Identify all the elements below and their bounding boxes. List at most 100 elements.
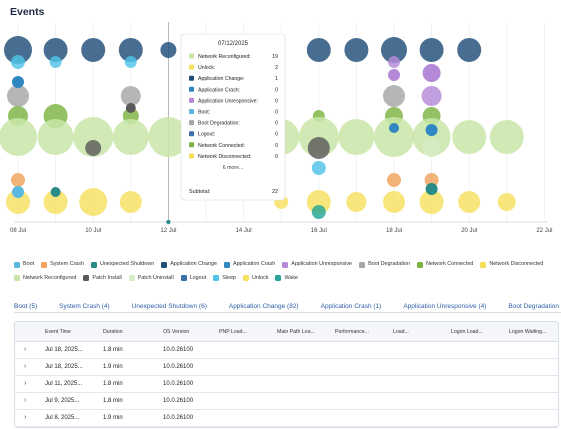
os-version-cell: 10.0.26100 [163,364,194,370]
expand-chevron-icon[interactable]: › [24,346,27,353]
bubble-application-unresponsive [422,64,441,82]
tab-application-unresponsive[interactable]: Application Unresponsive (4) [403,303,487,310]
column-header[interactable]: OS Version [163,329,190,335]
table-header: Event Time Duration OS Version PNP Load... M… [15,322,558,342]
legend-item-network-disconnected[interactable]: Network Disconnected [480,259,543,270]
bubble-system-crash [424,173,439,187]
tab-application-change[interactable]: Application Change (82) [228,303,299,310]
tooltip-swatch [189,142,194,148]
bubble-network-reconfigured [489,120,524,154]
events-bubble-chart[interactable]: 08 Jul 10 Jul 12 Jul 14 Jul 16 Jul 18 Jul 20 J… [0,0,561,245]
os-version-cell: 10.0.26100 [163,381,194,387]
legend-item-application-change[interactable]: Application Change [161,259,217,270]
event-time-cell: Jul 8, 2025... [45,415,80,421]
chart-legend: Boot System Crash Unexpected Shutdown Appli… [14,259,559,286]
legend-swatch [83,275,90,281]
table-row[interactable]: › Jul 18, 2025... 1.9 min 10.0.26100 [15,359,558,376]
legend-swatch [90,261,97,268]
expand-chevron-icon[interactable]: › [24,397,27,404]
tooltip-subtotal-label: Subtotal: [189,189,210,195]
column-header[interactable]: Event Time [45,329,71,335]
legend-item-patch-uninstall[interactable]: Patch Uninstall [128,273,174,284]
event-type-tabs: Boot (5) System Crash (4) Unexpected Shutd… [14,295,561,313]
hover-marker [166,219,171,225]
legend-item-network-reconfigured[interactable]: Network Reconfigured [14,273,76,284]
legend-item-wake[interactable]: Wake [275,273,298,284]
legend-item-boot[interactable]: Boot [14,259,34,270]
tooltip-value: 2 [275,65,278,71]
legend-item-system-crash[interactable]: System Crash [41,259,84,270]
tab-application-crash[interactable]: Application Crash (1) [320,303,382,310]
table-row[interactable]: › Jul 18, 2025... 1.8 min 10.0.26100 [15,342,558,359]
bubble-unlock [346,192,367,212]
legend-swatch [480,261,487,268]
bubble-sleep [11,55,25,69]
column-header[interactable]: Logon Waiting... [509,329,547,335]
legend-item-unlock[interactable]: Unlock [242,273,269,284]
legend-item-patch-install[interactable]: Patch Install [83,273,122,284]
x-tick-label: 10 Jul [85,228,101,234]
tab-system-crash[interactable]: System Crash (4) [59,303,110,310]
legend-label: Application Unresponsive [291,261,353,267]
table-row[interactable]: › Jul 9, 2025... 1.8 min 10.0.26100 [15,393,558,410]
tooltip-label: Logout: [198,132,215,138]
duration-cell: 1.8 min [103,347,123,353]
expand-chevron-icon[interactable]: › [24,363,27,370]
bubble-application-change [306,38,331,62]
bubble-boot-degradation [383,85,405,107]
legend-item-network-connected[interactable]: Network Connected [417,259,473,270]
legend-swatch [282,261,289,268]
tooltip-swatch [189,120,194,126]
legend-item-application-crash[interactable]: Application Crash [223,259,275,270]
legend-label: Boot [23,261,35,267]
tab-boot[interactable]: Boot (5) [14,299,37,312]
table-row[interactable]: › Jul 8, 2025... 1.9 min 10.0.26100 [15,410,558,427]
expand-chevron-icon[interactable]: › [24,380,27,387]
legend-item-boot-degradation[interactable]: Boot Degradation [359,259,410,270]
bubble-sleep [311,161,326,175]
bubble-application-unresponsive [421,86,442,106]
column-header[interactable]: PNP Load... [219,329,247,335]
x-tick-label: 16 Jul [311,228,327,234]
bubble-application-change [457,38,482,62]
column-header[interactable]: Logon Load... [451,329,483,335]
event-time-cell: Jul 18, 2025... [45,347,83,353]
x-tick-label: 14 Jul [236,228,252,234]
bubble-network-reconfigured [148,117,189,157]
bubble-application-change [81,38,106,62]
legend-label: Boot Degradation [368,261,411,267]
legend-item-logout[interactable]: Logout [180,273,206,284]
bubble-application-change [43,38,68,62]
bubble-application-unresponsive [388,56,400,68]
bubble-wake [311,205,326,219]
x-tick-label: 22 Jul [536,228,552,234]
x-tick-label: 20 Jul [461,228,477,234]
legend-swatch [223,261,230,268]
legend-item-unexpected-shutdown[interactable]: Unexpected Shutdown [90,259,154,270]
column-header[interactable]: Performance... [335,329,370,335]
legend-item-sleep[interactable]: Sleep [213,273,236,284]
legend-label: Wake [284,274,299,281]
table-row[interactable]: › Jul 11, 2025... 1.8 min 10.0.26100 [15,376,558,393]
bubble-patch-install [307,137,330,159]
bubble-sleep [124,56,137,68]
legend-item-application-unresponsive[interactable]: Application Unresponsive [282,259,352,270]
tab-unexpected-shutdown[interactable]: Unexpected Shutdown (6) [131,303,207,310]
legend-swatch [180,275,187,281]
os-version-cell: 10.0.26100 [163,398,194,404]
legend-label: Unlock [251,274,269,281]
column-header[interactable]: Duration [103,329,123,335]
bubble-unlock [497,193,516,211]
tooltip-label: Network Disconnected: [198,154,251,160]
tooltip-value: 0 [275,143,278,149]
bubble-unlock [458,191,481,213]
tooltip-swatch [189,153,194,159]
tooltip-swatch [189,53,194,59]
expand-chevron-icon[interactable]: › [24,414,27,421]
bubble-application-change [160,42,177,58]
column-header[interactable]: Load... [393,329,409,335]
x-tick-label: 18 Jul [386,228,402,234]
column-header[interactable]: Main Path Loa... [277,329,315,335]
tab-boot-degradation[interactable]: Boot Degradation (16) [508,303,561,310]
tooltip-swatch [189,109,194,114]
